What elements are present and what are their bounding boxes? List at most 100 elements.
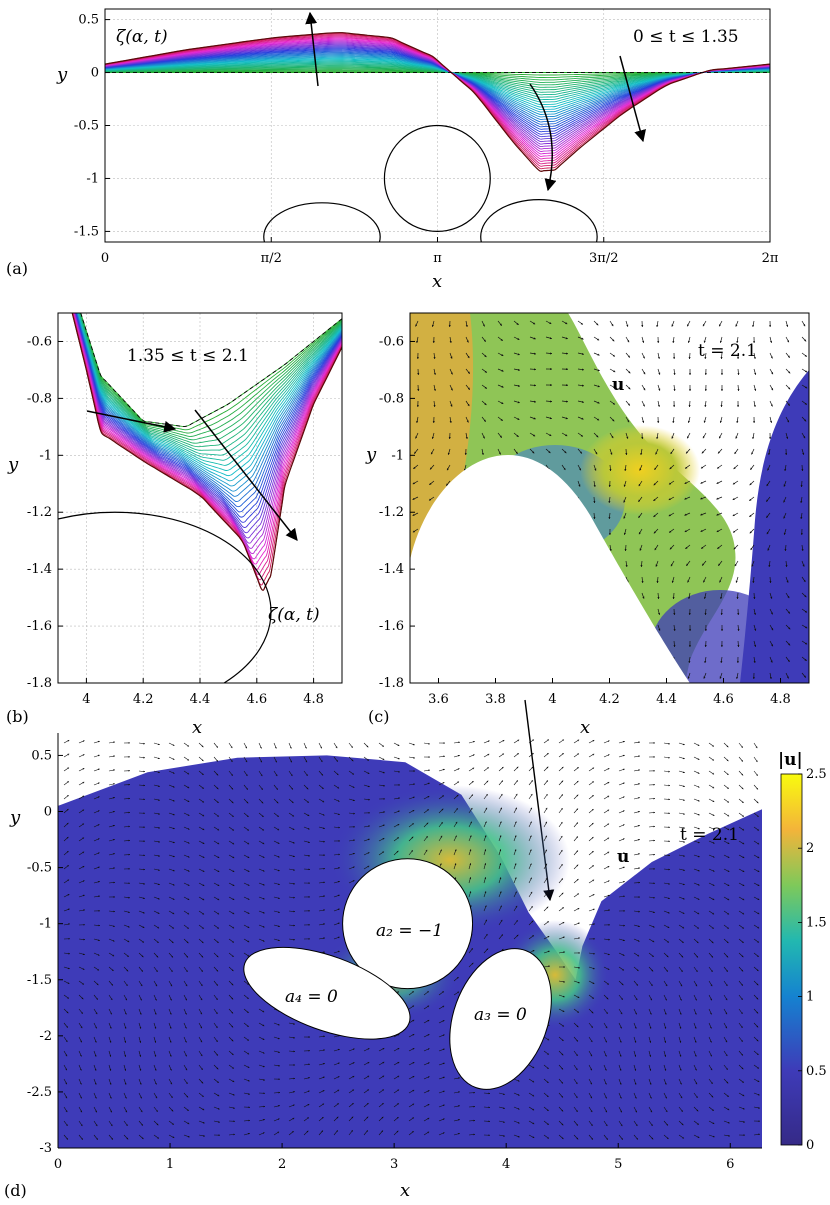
- velocity-arrow: [469, 741, 475, 743]
- panel-a-xlabel: x: [432, 271, 442, 292]
- velocity-arrow: [184, 757, 189, 760]
- panel-c-u-label: u: [612, 375, 624, 395]
- velocity-arrow: [619, 741, 625, 743]
- velocity-arrow: [770, 401, 772, 406]
- velocity-arrow: [574, 767, 579, 771]
- velocity-arrow: [634, 742, 640, 743]
- velocity-arrow: [454, 755, 460, 757]
- velocity-arrow: [672, 321, 674, 327]
- colorbar-tick-label: 1: [806, 990, 814, 1005]
- velocity-arrow: [604, 810, 609, 813]
- velocity-arrow: [720, 417, 722, 423]
- panel-d-label: (d): [4, 1181, 27, 1200]
- velocity-arrow: [701, 481, 706, 483]
- y-tick-label: 0: [91, 66, 99, 81]
- velocity-arrow: [724, 743, 728, 747]
- velocity-arrow: [199, 743, 203, 747]
- y-tick-label: -1: [39, 448, 52, 463]
- velocity-arrow: [738, 369, 739, 375]
- velocity-arrow: [439, 756, 445, 757]
- velocity-arrow: [786, 385, 790, 389]
- velocity-arrow: [709, 799, 714, 802]
- velocity-arrow: [574, 781, 578, 785]
- x-tick-label: 4.4: [190, 692, 211, 707]
- panel-d-a3-label: a₃ = 0: [474, 1005, 527, 1025]
- velocity-arrow: [754, 771, 758, 776]
- velocity-arrow: [754, 785, 758, 789]
- velocity-arrow: [664, 771, 670, 772]
- x-tick-label: 2: [278, 1157, 286, 1172]
- colorbar-tick-label: 2.5: [806, 767, 827, 782]
- velocity-arrow: [589, 837, 593, 841]
- x-tick-label: 4.2: [133, 692, 154, 707]
- velocity-arrow: [559, 753, 564, 757]
- velocity-arrow: [64, 754, 69, 757]
- velocity-arrow: [694, 799, 700, 801]
- velocity-arrow: [724, 799, 729, 802]
- velocity-arrow: [739, 785, 743, 789]
- velocity-arrow: [589, 880, 594, 883]
- velocity-arrow: [409, 757, 415, 758]
- velocity-arrow: [750, 481, 754, 485]
- velocity-arrow: [770, 353, 772, 358]
- velocity-arrow: [753, 321, 754, 327]
- velocity-arrow: [687, 433, 690, 438]
- velocity-arrow: [754, 743, 757, 748]
- velocity-arrow: [703, 433, 706, 438]
- velocity-arrow: [604, 852, 609, 855]
- velocity-arrow: [786, 321, 788, 327]
- velocity-arrow: [716, 497, 722, 499]
- velocity-arrow: [770, 337, 771, 343]
- x-tick-label: 5: [614, 1157, 622, 1172]
- colorbar-tick-label: 0.5: [806, 1064, 827, 1079]
- velocity-arrow: [259, 743, 262, 748]
- panel-d-time-label: t = 2.1: [680, 825, 739, 845]
- velocity-arrow: [719, 433, 722, 438]
- velocity-arrow: [737, 417, 738, 423]
- velocity-arrow: [214, 743, 218, 748]
- velocity-arrow: [349, 743, 353, 748]
- velocity-arrow: [610, 337, 614, 341]
- velocity-arrow: [94, 783, 100, 785]
- velocity-arrow: [658, 385, 660, 391]
- velocity-arrow: [594, 353, 600, 355]
- velocity-arrow: [574, 809, 578, 813]
- velocity-arrow: [574, 850, 578, 855]
- velocity-arrow: [544, 780, 548, 785]
- panel-d-u-label: u: [617, 847, 629, 867]
- velocity-arrow: [574, 822, 578, 827]
- y-tick-label: -1.4: [27, 562, 52, 577]
- velocity-arrow: [544, 794, 547, 799]
- y-tick-label: -1.4: [379, 562, 404, 577]
- velocity-arrow: [786, 337, 789, 342]
- y-tick-label: -1.6: [27, 619, 52, 634]
- velocity-arrow: [679, 771, 685, 773]
- velocity-arrow: [169, 757, 174, 760]
- velocity-arrow: [704, 417, 706, 423]
- velocity-arrow: [484, 741, 490, 743]
- velocity-arrow: [739, 743, 743, 748]
- panel-b-ylabel: y: [7, 454, 19, 475]
- x-tick-label: 4: [502, 1157, 510, 1172]
- velocity-arrow: [64, 740, 69, 743]
- velocity-arrow: [688, 417, 690, 423]
- velocity-arrow: [642, 337, 644, 343]
- velocity-arrow: [634, 756, 640, 757]
- velocity-arrow: [139, 771, 145, 772]
- velocity-arrow: [750, 465, 754, 470]
- velocity-arrow: [679, 813, 685, 814]
- velocity-arrow: [439, 769, 445, 771]
- panel-c-label: (c): [368, 707, 389, 726]
- y-tick-label: -1.8: [27, 676, 52, 691]
- velocity-arrow: [559, 781, 563, 785]
- y-tick-label: -0.5: [27, 861, 52, 876]
- velocity-arrow: [634, 784, 640, 785]
- y-tick-label: -1: [86, 171, 99, 186]
- velocity-arrow: [738, 385, 739, 391]
- colorbar-tick-label: 2: [806, 841, 814, 856]
- velocity-arrow: [574, 879, 578, 883]
- velocity-arrow: [604, 796, 609, 799]
- velocity-arrow: [703, 321, 706, 326]
- velocity-arrow: [529, 794, 532, 799]
- velocity-arrow: [694, 813, 700, 815]
